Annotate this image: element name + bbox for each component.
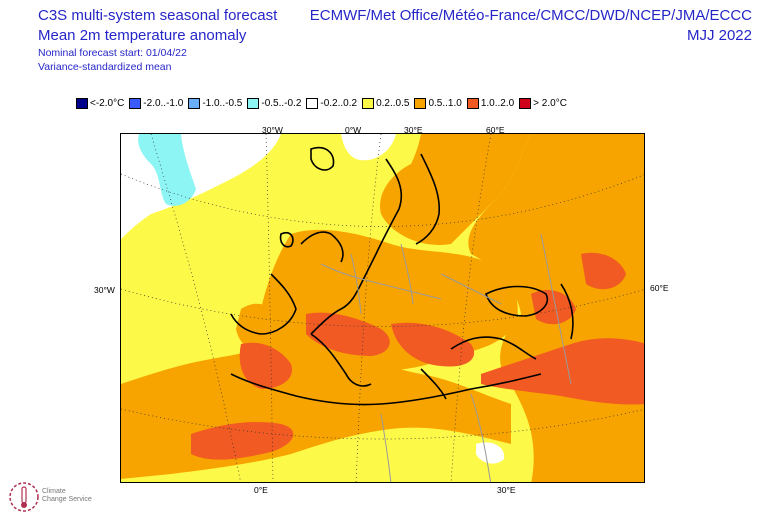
legend-swatch — [414, 97, 427, 109]
legend-label: -2.0..-1.0 — [143, 97, 184, 109]
legend-swatch — [519, 97, 532, 109]
logo-text: Climate Change Service — [42, 488, 92, 504]
method-note: Variance-standardized mean — [38, 61, 172, 73]
title-line-1: C3S multi-system seasonal forecast — [38, 7, 278, 24]
strong-warm-anomaly-central-europe — [306, 312, 390, 356]
centres-list: ECMWF/Met Office/Météo-France/CMCC/DWD/N… — [309, 7, 752, 24]
country-borders — [320, 233, 572, 482]
forecast-period: MJJ 2022 — [686, 27, 752, 44]
strong-warm-anomaly-iberia — [239, 342, 292, 389]
map-panel — [120, 133, 645, 483]
grid-label-bottom-2: 30°E — [497, 485, 516, 495]
legend-label: -1.0..-0.5 — [202, 97, 243, 109]
graticule — [121, 134, 644, 482]
anomaly-map — [121, 134, 644, 482]
logo-text-line2: Change Service — [42, 496, 92, 503]
strong-warm-anomaly-balkans — [391, 322, 475, 367]
legend-item: <-2.0°C — [76, 97, 125, 109]
strong-warm-anomaly-caspian — [531, 289, 576, 325]
title-line-2: Mean 2m temperature anomaly — [38, 27, 247, 44]
logo-text-line1: Climate — [42, 488, 66, 495]
legend-item: -0.5..-0.2 — [247, 97, 302, 109]
warm-anomaly-region-northeast — [380, 134, 531, 245]
grid-label-right: 60°E — [650, 283, 669, 293]
grid-label-top-4: 60°E — [486, 125, 505, 135]
legend-swatch — [306, 97, 319, 109]
strong-warm-anomaly-middle-east — [481, 338, 644, 405]
legend-item: 0.5..1.0 — [414, 97, 462, 109]
legend-item: -0.2..0.2 — [306, 97, 358, 109]
legend-item: 0.2..0.5 — [362, 97, 410, 109]
grid-label-top-3: 30°E — [404, 125, 423, 135]
near-normal-region-scandinavia — [341, 134, 396, 161]
legend-swatch — [76, 97, 88, 109]
grid-label-bottom-1: 0°E — [254, 485, 268, 495]
grid-label-top-1: 30°W — [262, 125, 283, 135]
legend-label: <-2.0°C — [90, 97, 125, 109]
forecast-start: Nominal forecast start: 01/04/22 — [38, 47, 187, 59]
grid-label-top-2: 0°W — [345, 125, 362, 135]
grid-label-left: 30°W — [94, 285, 115, 295]
legend-label: 1.0..2.0 — [480, 97, 515, 109]
strong-warm-anomaly-sahara — [191, 422, 294, 460]
header-right: ECMWF/Met Office/Météo-France/CMCC/DWD/N… — [310, 6, 752, 46]
legend-swatch — [129, 97, 142, 109]
legend-swatch — [188, 97, 201, 109]
legend-swatch — [362, 97, 375, 109]
legend: <-2.0°C -2.0..-1.0 -1.0..-0.5 -0.5..-0.2 -0.… — [76, 96, 572, 110]
coastlines — [230, 147, 574, 406]
legend-label: -0.5..-0.2 — [261, 97, 302, 109]
near-normal-region-south — [476, 442, 505, 464]
legend-item: -2.0..-1.0 — [129, 97, 184, 109]
chart-subtitle: Nominal forecast start: 01/04/22 Varianc… — [38, 46, 187, 74]
legend-label: 0.5..1.0 — [428, 97, 462, 109]
chart-title: C3S multi-system seasonal forecast Mean … — [38, 6, 277, 46]
legend-label: 0.2..0.5 — [376, 97, 410, 109]
legend-label: > 2.0°C — [533, 97, 567, 109]
legend-label: -0.2..0.2 — [320, 97, 358, 109]
legend-item: 1.0..2.0 — [466, 97, 515, 109]
cool-anomaly-region — [138, 134, 196, 206]
legend-item: -1.0..-0.5 — [188, 97, 243, 109]
legend-swatch — [466, 97, 479, 109]
copernicus-logo — [9, 482, 39, 512]
strong-warm-anomaly-northeast — [581, 252, 626, 290]
legend-swatch — [247, 97, 260, 109]
warm-anomaly-region-iberia — [236, 303, 283, 354]
legend-item: > 2.0°C — [519, 97, 567, 109]
